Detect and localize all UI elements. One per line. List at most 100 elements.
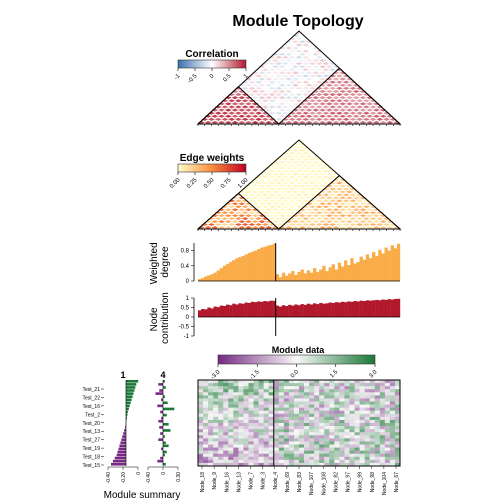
heatmap-cell [336,99,343,103]
heatmap-cell [376,223,384,227]
heatmap-cell [325,89,333,93]
heatmap-cell [309,447,315,451]
heatmap-cell [295,62,303,66]
bar [368,258,373,281]
heatmap-cell [344,383,350,387]
heatmap-cell [304,456,310,461]
heatmap-cell [334,462,340,467]
heatmap-cell [293,429,300,433]
heatmap-cell [379,438,386,442]
heatmap-cell [374,401,381,405]
heatmap-cell [228,435,234,439]
heatmap-cell [248,429,254,433]
heatmap-cell [272,190,279,194]
heatmap-cell [319,89,326,93]
heatmap-cell [349,438,355,442]
heatmap-cell [305,226,313,229]
heatmap-cell [339,386,345,390]
heatmap-cell [221,211,229,215]
heatmap-cell [198,386,204,390]
heatmap-cell [329,383,335,387]
legend-tick-label: 0.5 [222,73,233,84]
bar [257,249,261,281]
heatmap-cell [324,462,330,467]
heatmap-cell [208,423,214,427]
heatmap-cell [354,413,360,418]
heatmap-cell [324,404,330,408]
heatmap-cell [374,410,381,415]
heatmap-cell [243,416,249,421]
heatmap-cell [312,190,320,194]
heatmap-cell [285,190,293,194]
heatmap-cell [373,102,380,106]
heatmap-cell [302,205,310,209]
heatmap-cell [258,83,266,87]
heatmap-cell [231,96,239,100]
heatmap-cell [253,447,259,451]
heatmap-cell [334,456,340,461]
heatmap-cell [285,58,293,62]
heatmap-cell [329,181,337,185]
heatmap-cell [349,426,355,430]
heatmap-cell [288,407,295,412]
heatmap-cell [282,49,289,53]
heatmap-cell [299,172,306,176]
heatmap-cell [325,178,333,182]
bar [306,270,311,281]
heatmap-cell [251,108,259,112]
heatmap-cell [285,52,293,56]
heatmap-cell [299,154,306,158]
heatmap-cell [312,52,320,56]
heatmap-cell [315,175,323,179]
heatmap-cell [369,416,376,421]
heatmap-cell [349,111,357,115]
heatmap-cell [349,193,357,197]
bar [344,260,348,281]
heatmap-cell [369,407,376,412]
heatmap-cell [248,105,256,109]
heatmap-cell [384,416,391,421]
heatmap-cell [233,416,239,421]
heatmap-cell [235,199,242,203]
heatmap-cell [299,426,305,430]
heatmap-cell [332,172,340,176]
heatmap-cell [285,46,293,50]
heatmap-cell [218,386,224,390]
heatmap-cell [228,199,236,203]
bar [222,305,227,317]
summary-bar [126,401,131,405]
heatmap-cell [394,426,401,430]
heatmap-cell [221,117,229,121]
heatmap-cell [203,456,209,461]
heatmap-cell [364,389,370,393]
heatmap-cell [293,423,300,427]
heatmap-cell [354,438,360,442]
heatmap-cell [235,205,242,209]
heatmap-cell [304,423,310,427]
heatmap-cell [253,432,259,436]
heatmap-cell [352,226,360,229]
edge-weights-triangle-heatmap [196,139,402,231]
heatmap-cell [198,380,204,384]
heatmap-cell [293,398,300,402]
heatmap-cell [324,450,330,455]
heatmap-cell [243,410,249,415]
heatmap-cell [359,220,367,224]
heatmap-cell [258,196,266,200]
heatmap-cell [312,114,320,118]
heatmap-cell [394,462,401,467]
heatmap-cell [273,407,280,412]
heatmap-cell [394,416,401,421]
heatmap-cell [336,217,343,221]
heatmap-cell [346,226,353,229]
heatmap-cell [248,395,254,399]
heatmap-cell [235,86,242,90]
heatmap-cell [369,380,376,384]
heatmap-cell [283,450,290,455]
heatmap-cell [329,380,335,384]
heatmap-cell [295,55,303,59]
heatmap-cell [339,401,345,405]
heatmap-cell [213,407,219,412]
heatmap-cell [268,462,275,467]
heatmap-cell [293,410,300,415]
